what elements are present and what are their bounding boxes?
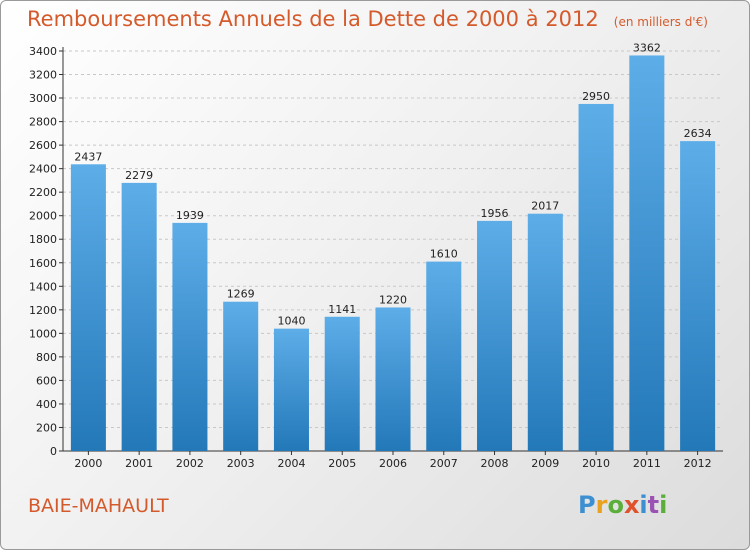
y-tick-label: 800 <box>36 351 57 364</box>
data-label: 2437 <box>74 150 102 163</box>
logo-letter: P <box>578 491 596 519</box>
x-tick-label: 2005 <box>328 457 356 470</box>
x-tick-label: 2001 <box>125 457 153 470</box>
data-label: 2017 <box>531 200 559 213</box>
bar <box>680 141 716 451</box>
x-tick-label: 2002 <box>176 457 204 470</box>
bar <box>578 103 614 452</box>
x-tick-label: 2011 <box>633 457 661 470</box>
bar <box>70 164 106 451</box>
data-label: 1939 <box>176 209 204 222</box>
x-tick-label: 2003 <box>227 457 255 470</box>
logo-letter: x <box>623 491 640 519</box>
y-tick-label: 400 <box>36 398 57 411</box>
chart-title: Remboursements Annuels de la Dette de 20… <box>27 7 708 31</box>
y-tick-label: 3400 <box>29 45 57 58</box>
data-label: 1610 <box>430 248 458 261</box>
y-tick-label: 2400 <box>29 163 57 176</box>
y-tick-label: 2200 <box>29 186 57 199</box>
logo-letter: t <box>647 491 660 519</box>
data-label: 2279 <box>125 169 153 182</box>
y-tick-label: 3000 <box>29 92 57 105</box>
bar <box>273 328 309 451</box>
x-tick-label: 2006 <box>379 457 407 470</box>
logo-letter: o <box>607 491 624 519</box>
x-tick-label: 2010 <box>582 457 610 470</box>
bar <box>324 316 360 451</box>
bar <box>375 307 411 451</box>
data-label: 1269 <box>227 288 255 301</box>
y-tick-label: 2800 <box>29 116 57 129</box>
y-tick-label: 2600 <box>29 139 57 152</box>
x-tick-label: 2009 <box>531 457 559 470</box>
y-tick-label: 3200 <box>29 69 57 82</box>
y-tick-label: 600 <box>36 374 57 387</box>
x-tick-label: 2004 <box>277 457 305 470</box>
bar <box>121 182 157 451</box>
y-tick-label: 1000 <box>29 327 57 340</box>
bar <box>172 222 208 451</box>
bar <box>629 55 665 452</box>
y-tick-label: 0 <box>50 445 57 458</box>
data-label: 1956 <box>481 207 509 220</box>
y-tick-label: 2000 <box>29 210 57 223</box>
x-tick-label: 2008 <box>481 457 509 470</box>
y-tick-label: 200 <box>36 421 57 434</box>
data-label: 1220 <box>379 293 407 306</box>
y-tick-label: 1200 <box>29 304 57 317</box>
chart-title-text: Remboursements Annuels de la Dette de 20… <box>27 7 599 31</box>
x-tick-label: 2012 <box>684 457 712 470</box>
x-tick-label: 2000 <box>74 457 102 470</box>
data-label: 1040 <box>277 315 305 328</box>
y-tick-label: 1400 <box>29 280 57 293</box>
data-label: 2950 <box>582 90 610 103</box>
data-label: 1141 <box>328 303 356 316</box>
bar <box>223 301 259 451</box>
bar <box>426 261 462 451</box>
y-tick-label: 1800 <box>29 233 57 246</box>
logo-letter: i <box>639 491 648 519</box>
bar <box>477 220 513 451</box>
proxiti-logo: Proxiti <box>578 491 667 519</box>
logo-letter: i <box>659 491 668 519</box>
y-tick-label: 1600 <box>29 257 57 270</box>
data-label: 3362 <box>633 41 661 54</box>
bar <box>527 213 563 451</box>
x-tick-label: 2007 <box>430 457 458 470</box>
logo-letter: r <box>595 491 608 519</box>
city-name: BAIE-MAHAULT <box>28 495 169 517</box>
chart-unit-note: (en milliers d'€) <box>613 15 708 29</box>
data-label: 2634 <box>684 127 712 140</box>
